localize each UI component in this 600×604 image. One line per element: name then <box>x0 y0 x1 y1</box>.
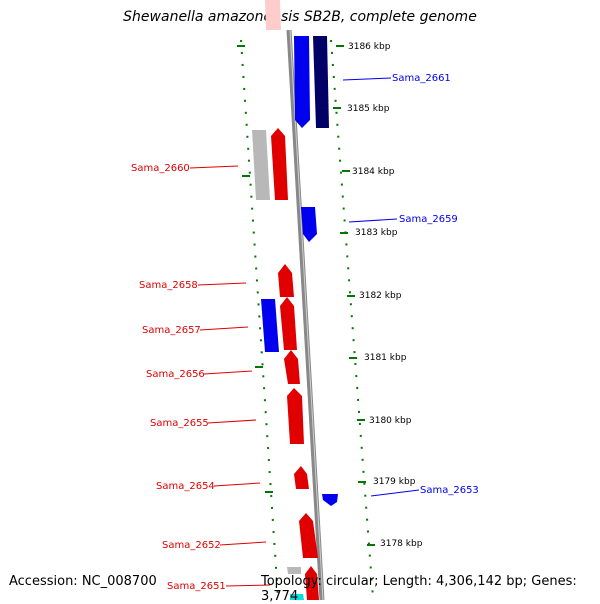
gene-sama-2661-b[interactable] <box>313 36 329 128</box>
leader-lines-right <box>342 77 420 497</box>
scale-label-3183: 3183 kbp <box>355 228 398 238</box>
scale-label-3178: 3178 kbp <box>380 539 423 549</box>
gene-label-sama-2655[interactable]: Sama_2655 <box>150 418 209 429</box>
gene-label-sama-2654[interactable]: Sama_2654 <box>156 481 215 492</box>
gene-sama-2660[interactable] <box>271 128 288 200</box>
gene-sama-2657[interactable] <box>261 299 279 352</box>
gene-sama-2655[interactable] <box>287 388 304 444</box>
major-tick-marks <box>237 45 375 546</box>
scale-label-3185: 3185 kbp <box>347 104 390 114</box>
scale-label-3180: 3180 kbp <box>369 416 412 426</box>
gene-sama-2651[interactable] <box>305 566 319 600</box>
gene-sama-2652[interactable] <box>299 513 318 558</box>
gene-cyan-bottom <box>290 594 304 600</box>
gene-label-sama-2656[interactable]: Sama_2656 <box>146 369 205 380</box>
gene-label-sama-2657[interactable]: Sama_2657 <box>142 325 201 336</box>
gene-sama-2654[interactable] <box>294 466 309 489</box>
scale-label-3179: 3179 kbp <box>373 477 416 487</box>
gene-sama-2659[interactable] <box>301 207 317 242</box>
scale-label-3186: 3186 kbp <box>348 42 391 52</box>
gene-label-sama-2651[interactable]: Sama_2651 <box>167 581 226 592</box>
gene-sama-2658[interactable] <box>278 264 294 297</box>
gene-label-sama-2661[interactable]: Sama_2661 <box>392 73 451 84</box>
map-title: Shewanella amazonensis SB2B, complete ge… <box>123 9 477 25</box>
scale-label-3182: 3182 kbp <box>359 291 402 301</box>
gene-label-sama-2660[interactable]: Sama_2660 <box>131 163 190 174</box>
gene-gray-bottom <box>287 567 301 574</box>
gene-label-sama-2652[interactable]: Sama_2652 <box>162 540 221 551</box>
gene-label-sama-2658[interactable]: Sama_2658 <box>139 280 198 291</box>
gene-sama-2656-b[interactable] <box>284 350 300 384</box>
gene-sama-2661-a[interactable] <box>294 36 310 128</box>
scale-label-3184: 3184 kbp <box>352 167 395 177</box>
leader-lines-left <box>189 165 271 587</box>
gene-label-sama-2659[interactable]: Sama_2659 <box>399 214 458 225</box>
gene-pink-top <box>265 0 281 30</box>
scale-label-3181: 3181 kbp <box>364 353 407 363</box>
gene-sama-2653[interactable] <box>322 494 338 506</box>
gene-sama-2656-a[interactable] <box>280 297 297 350</box>
gene-label-sama-2653[interactable]: Sama_2653 <box>420 485 479 496</box>
genome-backbone <box>286 29 325 600</box>
accession-text: Accession: NC_008700 <box>9 574 157 589</box>
gene-sama-2660-gray[interactable] <box>252 130 270 200</box>
